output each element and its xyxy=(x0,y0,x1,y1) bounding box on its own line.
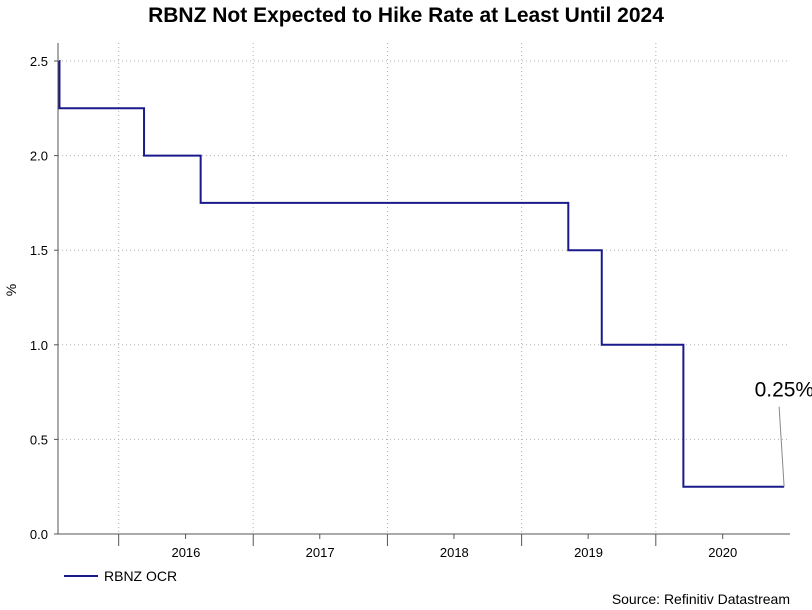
legend: RBNZ OCR xyxy=(64,568,177,584)
y-tick-label: 2.0 xyxy=(30,149,48,164)
x-tick-label: 2017 xyxy=(306,545,335,560)
chart-title: RBNZ Not Expected to Hike Rate at Least … xyxy=(148,4,664,27)
series-line-rbnz-ocr xyxy=(58,60,785,488)
annotation-leader-line xyxy=(778,406,785,487)
y-tick-label: 1.5 xyxy=(30,243,48,258)
x-tick-label: 2020 xyxy=(708,545,737,560)
legend-label: RBNZ OCR xyxy=(104,568,177,584)
x-tick-label: 2019 xyxy=(574,545,603,560)
source-note: Source: Refinitiv Datastream xyxy=(612,591,790,607)
annotations: 0.25% xyxy=(755,379,812,487)
y-tick-label: 2.5 xyxy=(30,54,48,69)
ticks: 0.0 0.5 1.0 1.5 2.0 2.5 2016 2017 2018 2019 2020 xyxy=(30,54,737,560)
y-axis-label: % xyxy=(3,284,19,296)
y-tick-label: 0.5 xyxy=(30,432,48,447)
y-tick-label: 1.0 xyxy=(30,338,48,353)
series-layer xyxy=(58,60,785,488)
axes xyxy=(57,43,790,535)
x-tick-label: 2018 xyxy=(440,545,469,560)
annotation-label: 0.25% xyxy=(755,379,812,402)
grid-lines xyxy=(58,43,790,534)
y-tick-label: 0.0 xyxy=(30,527,48,542)
x-tick-label: 2016 xyxy=(171,545,200,560)
